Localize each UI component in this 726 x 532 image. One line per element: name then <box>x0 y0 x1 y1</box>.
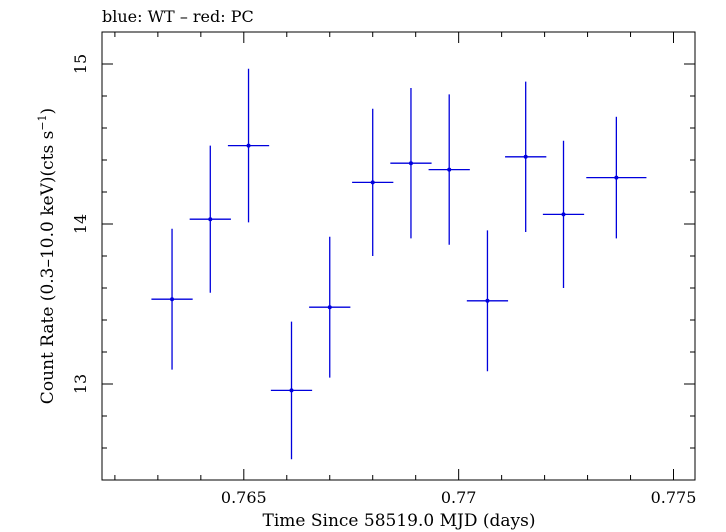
axis-tick-labels: 0.765 0.77 0.775 13 14 15 <box>71 54 696 507</box>
data-marker <box>561 212 566 217</box>
x-axis-label: Time Since 58519.0 MJD (days) <box>263 511 536 531</box>
y-axis-label-sup: −1 <box>36 114 49 130</box>
data-marker <box>370 180 375 185</box>
data-marker <box>614 175 619 180</box>
data-point <box>428 94 470 245</box>
data-point <box>309 236 351 378</box>
data-point <box>352 108 394 256</box>
axis-ticks <box>102 31 695 481</box>
data-marker <box>208 217 213 222</box>
y-tick-label: 13 <box>71 374 90 394</box>
data-point <box>151 228 193 370</box>
data-marker <box>289 388 294 393</box>
y-tick-label: 15 <box>71 54 90 74</box>
data-point <box>542 140 585 288</box>
data-point <box>270 321 313 460</box>
data-marker <box>523 154 528 159</box>
x-tick-label: 0.77 <box>441 488 477 507</box>
data-point <box>189 145 231 293</box>
y-axis-label-main: Count Rate (0.3–10.0 keV)(cts s <box>38 131 58 405</box>
data-marker <box>408 161 413 166</box>
data-point <box>505 81 547 232</box>
data-point <box>390 88 432 239</box>
plot-frame <box>101 31 696 481</box>
chart-title: blue: WT – red: PC <box>102 7 254 26</box>
data-marker <box>485 298 490 303</box>
data-marker <box>246 143 251 148</box>
data-marker <box>170 297 175 302</box>
data-point <box>466 230 509 372</box>
data-point <box>586 116 647 239</box>
y-axis-label: Count Rate (0.3–10.0 keV)(cts s−1) <box>36 108 58 404</box>
y-tick-label: 14 <box>71 214 90 234</box>
data-marker <box>327 305 332 310</box>
data-marker <box>447 167 452 172</box>
x-tick-label: 0.765 <box>221 488 267 507</box>
y-axis-label-end: ) <box>38 108 58 115</box>
data-point <box>227 68 270 223</box>
x-tick-label: 0.775 <box>651 488 697 507</box>
data-points <box>151 68 647 460</box>
